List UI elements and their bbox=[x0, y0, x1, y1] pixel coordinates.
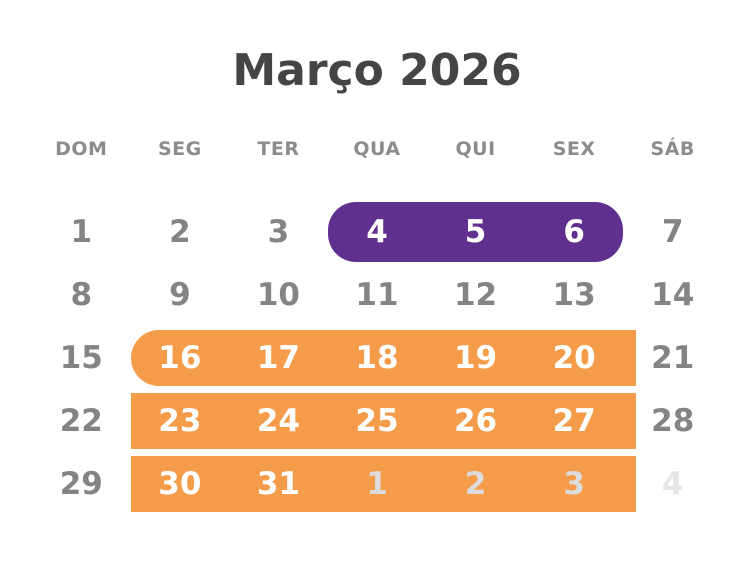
day-cell[interactable]: 25 bbox=[355, 402, 399, 439]
day-cell[interactable]: 2 bbox=[169, 213, 191, 250]
day-cell[interactable]: 16 bbox=[158, 339, 202, 376]
day-cell[interactable]: 24 bbox=[256, 402, 300, 439]
day-cell[interactable]: 8 bbox=[70, 276, 93, 313]
day-cell[interactable]: 12 bbox=[453, 276, 498, 313]
weekday-label: QUA bbox=[353, 138, 401, 160]
weekday-label: SÁB bbox=[650, 138, 695, 160]
range-band-orange bbox=[130, 329, 637, 386]
range-band-purple bbox=[327, 201, 624, 262]
day-cell[interactable]: 18 bbox=[355, 339, 399, 376]
day-cell[interactable]: 29 bbox=[59, 465, 103, 502]
day-cell[interactable]: 26 bbox=[453, 402, 498, 439]
day-cell[interactable]: 17 bbox=[256, 339, 300, 376]
day-cell[interactable]: 2 bbox=[464, 465, 487, 502]
week-row: 8 9 10 11 12 13 14 bbox=[32, 263, 722, 326]
week-row: 15 16 17 18 19 20 21 bbox=[32, 326, 722, 389]
week-row: 22 23 24 25 26 27 28 bbox=[32, 389, 722, 452]
day-cell[interactable]: 4 bbox=[661, 465, 684, 502]
range-band-orange bbox=[130, 392, 637, 449]
day-cell[interactable]: 23 bbox=[158, 402, 202, 439]
day-cell[interactable]: 22 bbox=[59, 402, 103, 439]
weekday-label: QUI bbox=[455, 138, 496, 160]
day-cell[interactable]: 30 bbox=[158, 465, 202, 502]
day-cell[interactable]: 11 bbox=[355, 276, 399, 313]
day-cell[interactable]: 20 bbox=[552, 339, 596, 376]
weekday-label: SEG bbox=[157, 138, 202, 160]
day-cell[interactable]: 5 bbox=[464, 213, 487, 250]
weekday-header-row: DOM SEG TER QUA QUI SEX SÁB bbox=[32, 138, 722, 160]
range-band-orange bbox=[130, 455, 637, 512]
day-cell[interactable]: 31 bbox=[256, 465, 300, 502]
day-cell[interactable]: 27 bbox=[552, 402, 596, 439]
day-cell[interactable]: 15 bbox=[59, 339, 103, 376]
day-cell[interactable]: 1 bbox=[366, 465, 388, 502]
weeks: 1 2 3 4 5 6 7 8 9 10 11 12 13 14 15 16 17 18 19 20 21 22 23 24 2… bbox=[32, 200, 722, 515]
day-cell[interactable]: 7 bbox=[661, 213, 684, 250]
day-cell[interactable]: 1 bbox=[70, 213, 93, 250]
week-row: 29 30 31 1 2 3 4 bbox=[32, 452, 722, 515]
weekday-label: TER bbox=[257, 138, 300, 160]
weekday-label: DOM bbox=[55, 138, 108, 160]
day-cell[interactable]: 3 bbox=[267, 213, 290, 250]
day-cell[interactable]: 9 bbox=[169, 276, 191, 313]
day-cell[interactable]: 3 bbox=[563, 465, 585, 502]
weekday-label: SEX bbox=[552, 138, 596, 160]
day-cell[interactable]: 28 bbox=[651, 402, 695, 439]
day-cell[interactable]: 4 bbox=[366, 213, 388, 250]
day-cell[interactable]: 21 bbox=[651, 339, 695, 376]
day-cell[interactable]: 10 bbox=[256, 276, 300, 313]
calendar-month-title: Março 2026 bbox=[232, 45, 522, 96]
day-cell[interactable]: 19 bbox=[453, 339, 498, 376]
day-cell[interactable]: 6 bbox=[563, 213, 585, 250]
day-cell[interactable]: 13 bbox=[552, 276, 596, 313]
day-cell[interactable]: 14 bbox=[651, 276, 695, 313]
week-row: 1 2 3 4 5 6 7 bbox=[32, 200, 722, 263]
